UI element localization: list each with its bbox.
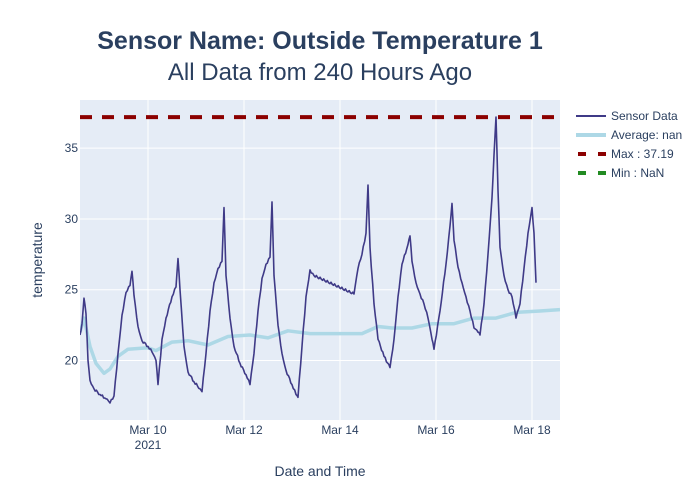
legend-swatch-average [576, 132, 606, 137]
y-tick-label: 30 [65, 212, 79, 226]
x-tick-label: Mar 16 [417, 423, 455, 437]
x-tick-label: Mar 12 [225, 423, 263, 437]
series-line-average [80, 307, 560, 376]
y-axis-label: temperature [29, 222, 45, 298]
legend-item-min[interactable]: Min : NaN [576, 163, 682, 182]
legend-label-average: Average: nan [611, 127, 683, 142]
legend-item-max[interactable]: Max : 37.19 [576, 144, 682, 163]
legend-swatch-max [576, 151, 606, 156]
x-axis-label: Date and Time [274, 463, 366, 479]
y-tick-label: 25 [65, 283, 79, 297]
legend-item-average[interactable]: Average: nan [576, 125, 682, 144]
legend-label-min: Min : NaN [611, 165, 665, 180]
legend-label-sensor-data: Sensor Data [611, 108, 678, 123]
x-tick-label: Mar 10 [129, 423, 167, 437]
legend-swatch-sensor-data [576, 114, 606, 117]
y-tick-label: 35 [65, 141, 79, 155]
legend-label-max: Max : 37.19 [611, 146, 674, 161]
x-tick-label: Mar 14 [321, 423, 359, 437]
legend-swatch-min [576, 170, 606, 175]
legend[interactable]: Sensor Data Average: nan Max : 37.19 Min… [576, 106, 682, 182]
x-tick-year-label: 2021 [135, 438, 162, 452]
chart-title: Sensor Name: Outside Temperature 1 [97, 27, 543, 55]
series-line-sensor-data [80, 116, 537, 404]
legend-item-sensor-data[interactable]: Sensor Data [576, 106, 682, 125]
chart-title-block: Sensor Name: Outside Temperature 1 All D… [0, 26, 640, 88]
y-tick-label: 20 [65, 354, 79, 368]
x-tick-label: Mar 18 [513, 423, 551, 437]
chart-subtitle: All Data from 240 Hours Ago [167, 59, 473, 86]
